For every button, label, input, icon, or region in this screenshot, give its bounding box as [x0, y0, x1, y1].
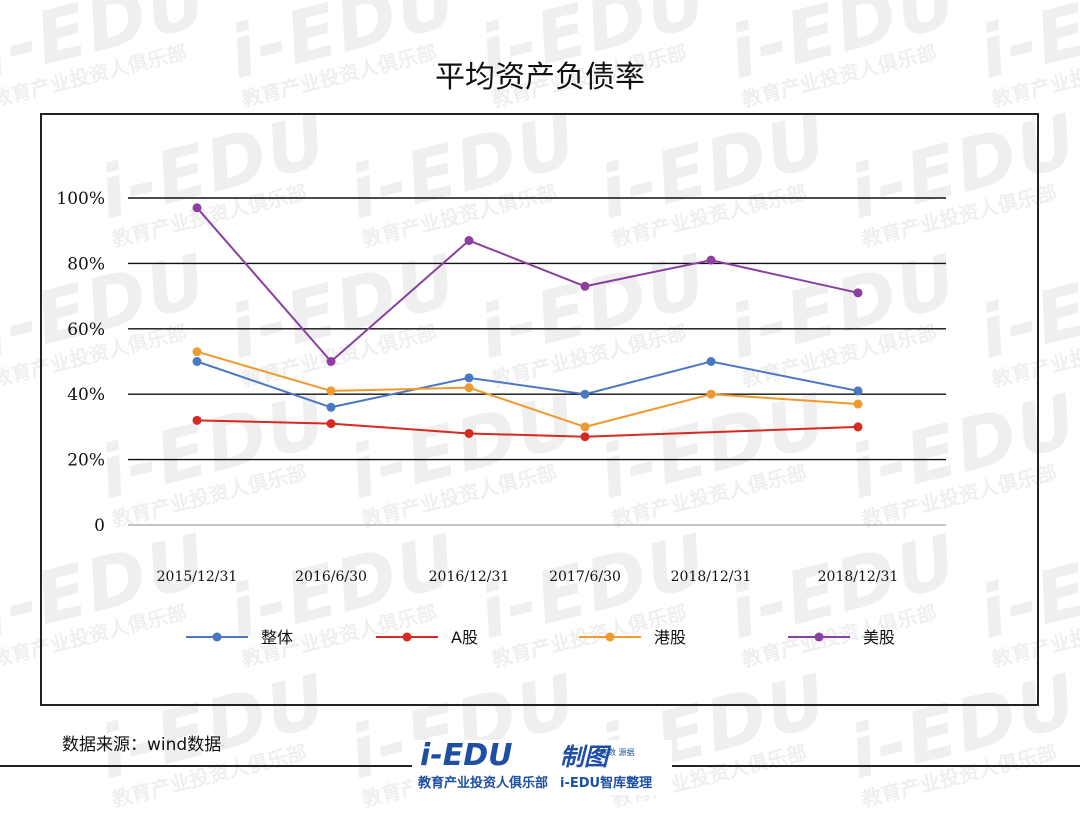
logo-backing — [412, 740, 672, 795]
logo-brand: i-EDU — [420, 738, 513, 773]
series-line-1 — [196, 419, 859, 438]
data-point — [192, 347, 202, 357]
x-tick-label: 2016/12/31 — [429, 569, 510, 585]
x-tick-label: 2017/6/30 — [549, 569, 621, 585]
data-point — [464, 383, 474, 393]
data-point — [464, 236, 474, 246]
data-point — [464, 373, 474, 383]
x-tick-label: 2016/6/30 — [295, 569, 367, 585]
data-point — [192, 415, 202, 425]
source-note: 数据来源：wind数据 — [62, 735, 222, 755]
data-point — [192, 357, 202, 366]
legend-marker — [814, 632, 824, 642]
legend-marker — [212, 632, 222, 642]
data-point — [853, 386, 863, 396]
data-point — [580, 422, 590, 432]
data-point — [853, 399, 863, 409]
data-point — [580, 281, 590, 291]
data-point — [464, 428, 474, 438]
data-point — [853, 422, 863, 432]
x-tick-label: 2015/12/31 — [157, 569, 238, 585]
series-line-0 — [196, 360, 859, 409]
data-point — [706, 357, 716, 366]
y-tick-label: 0 — [94, 516, 105, 536]
legend-marker — [605, 632, 615, 642]
legend-label: A股 — [451, 628, 478, 647]
x-tick-label: 2018/12/31 — [818, 569, 899, 585]
legend-marker — [402, 632, 412, 642]
y-tick-label: 100% — [56, 189, 105, 209]
y-tick-label: 20% — [67, 451, 105, 471]
series-line-2 — [196, 350, 859, 428]
legend-label: 港股 — [654, 628, 686, 647]
chart-title: 平均资产负债率 — [435, 60, 645, 95]
x-tick-label: 2018/12/31 — [671, 569, 752, 585]
data-point — [326, 402, 336, 412]
y-tick-label: 80% — [67, 254, 105, 274]
data-point — [326, 419, 336, 429]
data-point — [853, 288, 863, 298]
logo-tagline-2: i-EDU智库整理 — [560, 775, 652, 791]
data-point — [326, 357, 336, 366]
data-point — [706, 389, 716, 399]
data-point — [706, 255, 716, 265]
logo-mark-sub: 来数 源据 — [600, 747, 635, 757]
y-tick-label: 60% — [67, 320, 105, 340]
data-point — [192, 203, 202, 213]
data-point — [580, 432, 590, 442]
legend-label: 整体 — [261, 628, 293, 647]
series-line-3 — [196, 207, 859, 363]
logo-tagline: 教育产业投资人俱乐部 — [417, 775, 548, 791]
y-tick-label: 40% — [67, 385, 105, 405]
plot-frame — [40, 113, 1039, 706]
legend-label: 美股 — [863, 628, 895, 647]
logo-mark: 制图 — [560, 743, 612, 771]
data-point — [326, 386, 336, 396]
data-point — [580, 389, 590, 399]
